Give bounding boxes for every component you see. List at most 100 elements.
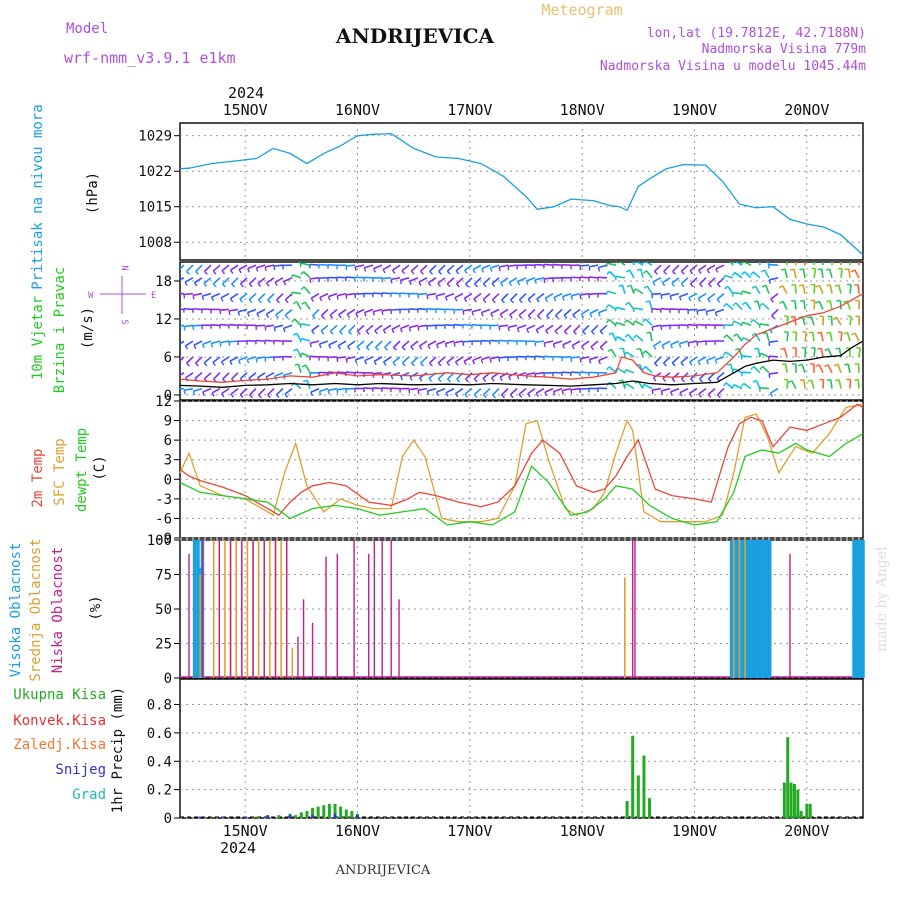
wind-barb-tick (660, 294, 663, 300)
wind-barb-tick (255, 267, 259, 272)
wind-barb (527, 308, 536, 317)
wind-barb (202, 340, 212, 346)
wind-barb-tick (410, 346, 414, 351)
wind-barb (291, 291, 302, 295)
wind-barb (734, 271, 743, 279)
high-cloud-bar (765, 540, 770, 678)
wind-barb (239, 388, 248, 396)
wind-barb-tick (699, 378, 703, 383)
wind-barb (699, 372, 707, 380)
wind-barb (525, 355, 536, 358)
wind-barb-tick (706, 269, 710, 274)
wind-barb (446, 264, 455, 272)
2m-temp-line (179, 403, 864, 517)
wind-barb (725, 302, 734, 311)
wind-barb-tick (754, 256, 758, 257)
wind-barb (645, 270, 653, 279)
wind-barb-tick (465, 378, 469, 383)
wind-barb-tick (707, 298, 711, 303)
wind-barb (373, 264, 383, 270)
wind-barb (184, 387, 194, 392)
high-cloud-bar (752, 540, 756, 678)
wind-barb-tick (588, 359, 592, 364)
lonlat-text: lon,lat (19.7812E, 42.7188N) (647, 26, 866, 41)
wind-barb (663, 264, 671, 273)
wind-barb (240, 277, 248, 285)
wind-barb (752, 318, 761, 326)
wind-barb (839, 300, 842, 310)
wind-barb (180, 308, 185, 311)
wind-barb (849, 316, 853, 326)
high-cloud-bar (861, 540, 865, 678)
total-rain-bar (327, 803, 331, 818)
wind-barb (203, 264, 212, 273)
wind-barb (644, 365, 653, 374)
wind-barb-tick (545, 330, 549, 335)
wind-barb (768, 263, 779, 266)
low-cloud-bar (201, 540, 204, 678)
wind-barb (230, 387, 239, 395)
wind-barb (813, 268, 817, 278)
wind-barb (715, 264, 725, 270)
wind-barb (392, 340, 401, 348)
low-cloud-bar (188, 553, 190, 678)
wind-barb (256, 264, 266, 269)
low-cloud-bar (229, 540, 232, 678)
wind-barb (651, 387, 662, 391)
wind-barb (759, 323, 770, 327)
wind-barb-tick (618, 284, 623, 287)
wind-barb-tick (579, 358, 582, 363)
wind-barb-tick (652, 345, 657, 350)
wind-barb (345, 264, 356, 267)
wind-barb-tick (417, 390, 420, 395)
wind-barb-tick (534, 373, 537, 378)
wind-barb-tick (238, 269, 242, 274)
wind-barb-tick (222, 283, 226, 288)
wind-barb (536, 293, 545, 300)
wind-plot: 0 6 12 18 (155, 256, 864, 404)
wind-barb (598, 264, 608, 269)
wind-barb-tick (347, 345, 351, 350)
y-tick-label: 3 (164, 453, 172, 469)
wind-barb (854, 269, 860, 279)
wind-barb (338, 308, 347, 316)
low-cloud-bar (368, 553, 370, 678)
wind-barb (472, 308, 482, 313)
wind-barb (727, 285, 734, 295)
high-cloud-bar (734, 540, 738, 678)
wind-barb (649, 332, 653, 342)
wind-barb-tick (835, 379, 840, 382)
wind-barb-tick (518, 393, 523, 398)
wind-barb (264, 339, 275, 342)
wind-barb (336, 276, 347, 279)
wind-barb (301, 262, 311, 266)
wind-barb-tick (481, 268, 485, 273)
wind-barb (239, 293, 248, 300)
wind-barb-tick (780, 347, 785, 351)
wind-barb (626, 351, 635, 358)
wind-barb (436, 387, 446, 393)
wind-barb (346, 308, 356, 315)
wind-barb (829, 332, 833, 342)
wind-barb (687, 323, 698, 327)
wind-barb (570, 387, 581, 391)
wind-barb-tick (437, 378, 442, 383)
low-cloud-bar (373, 540, 376, 678)
wind-barb (238, 356, 248, 362)
wind-barb (465, 372, 473, 380)
wind-barb (572, 308, 581, 316)
wind-barb (608, 366, 617, 374)
wind-barb-tick (826, 378, 831, 382)
cloud-ylabel-unit: (%) (88, 595, 104, 620)
wind-barb-tick (570, 357, 573, 362)
wind-barb (588, 292, 599, 295)
footer-station: ANDRIJEVICA (335, 863, 431, 878)
wind-barb (401, 356, 410, 364)
wind-barb (283, 372, 293, 377)
wind-barb-tick (689, 270, 694, 275)
wind-barb (768, 371, 779, 375)
wind-barb-tick (641, 262, 645, 265)
mid-cloud-bar (199, 574, 202, 678)
wind-barb (265, 308, 275, 315)
wind-barb-tick (318, 343, 322, 349)
